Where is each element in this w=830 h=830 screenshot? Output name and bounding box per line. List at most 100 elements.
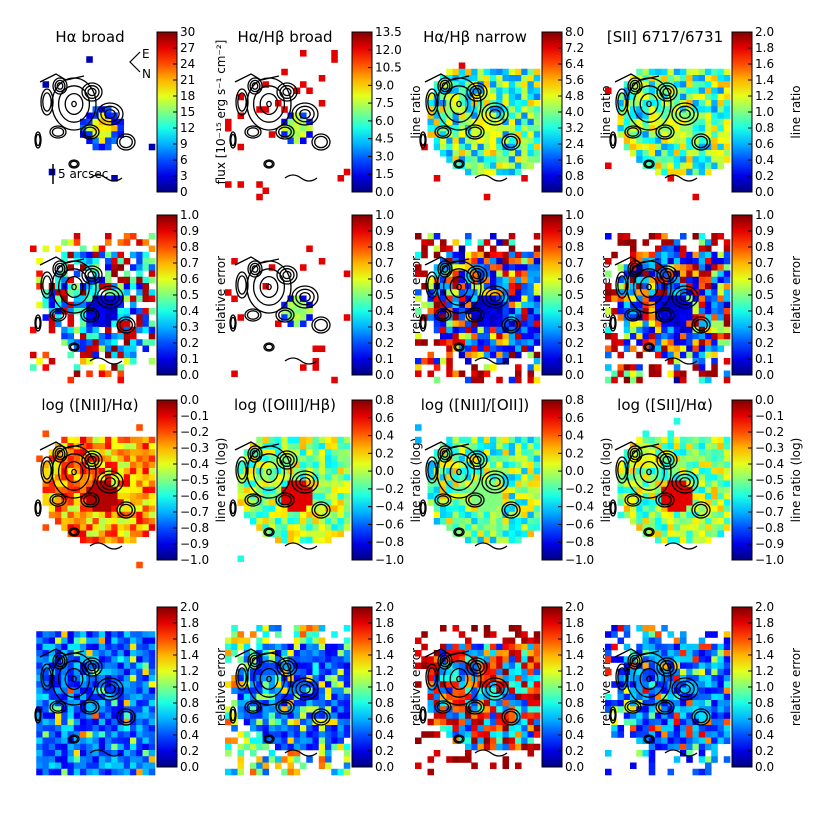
- heatmap-pixel: [611, 333, 618, 340]
- heatmap-pixel: [605, 258, 612, 265]
- heatmap-pixel: [521, 668, 528, 676]
- heatmap-pixel: [312, 643, 320, 651]
- heatmap-pixel: [692, 499, 700, 506]
- heatmap-pixel: [686, 125, 693, 132]
- heatmap-pixel: [318, 762, 326, 770]
- heatmap-pixel: [427, 486, 435, 494]
- heatmap-pixel: [36, 737, 43, 745]
- heatmap-pixel: [237, 461, 245, 469]
- heatmap-pixel: [458, 725, 466, 732]
- heatmap-pixel: [337, 656, 345, 663]
- heatmap-pixel: [318, 731, 326, 738]
- heatmap-pixel: [61, 486, 68, 494]
- heatmap-pixel: [36, 762, 43, 770]
- heatmap-pixel: [142, 455, 150, 463]
- heatmap-pixel: [623, 295, 631, 303]
- heatmap-pixel: [502, 131, 510, 138]
- heatmap-pixel: [483, 156, 491, 163]
- contour-line: [64, 92, 84, 116]
- heatmap-pixel: [281, 662, 288, 670]
- heatmap-pixel: [331, 443, 338, 450]
- heatmap-pixel: [667, 156, 675, 163]
- heatmap-pixel: [262, 756, 270, 763]
- heatmap-pixel: [250, 718, 257, 726]
- heatmap-pixel: [268, 756, 276, 763]
- heatmap-pixel: [458, 631, 466, 638]
- heatmap-pixel: [471, 706, 478, 713]
- heatmap-pixel: [692, 345, 700, 353]
- heatmap-pixel: [698, 118, 706, 126]
- heatmap-pixel: [136, 474, 143, 481]
- colorbar-tick-label: 0.8: [755, 121, 774, 135]
- heatmap-pixel: [521, 143, 528, 151]
- contour-line: [34, 499, 42, 517]
- heatmap-pixel: [337, 662, 345, 670]
- heatmap-pixel: [483, 112, 491, 120]
- heatmap-pixel: [698, 137, 706, 145]
- heatmap-pixel: [325, 480, 332, 488]
- heatmap-pixel: [465, 530, 472, 538]
- heatmap-pixel: [306, 737, 313, 745]
- heatmap-pixel: [496, 143, 503, 151]
- colorbar-tick-label: −0.3: [755, 441, 784, 455]
- heatmap-pixel: [723, 486, 731, 494]
- heatmap-pixel: [717, 530, 725, 538]
- heatmap-pixel: [527, 455, 535, 463]
- heatmap-pixel: [471, 718, 478, 726]
- colorbar-tick-label: 0.2: [180, 336, 199, 350]
- contour-line: [279, 660, 295, 674]
- heatmap-pixel: [533, 443, 541, 450]
- heatmap-pixel: [30, 351, 37, 359]
- colorbar-tick-label: 0.7: [180, 256, 199, 270]
- heatmap-pixel: [698, 106, 706, 113]
- heatmap-pixel: [458, 656, 466, 663]
- heatmap-pixel: [673, 637, 681, 645]
- heatmap-pixel: [636, 106, 643, 113]
- heatmap-pixel: [415, 762, 422, 770]
- heatmap-pixel: [723, 443, 731, 450]
- contour-line: [466, 82, 488, 102]
- heatmap-pixel: [723, 100, 731, 107]
- heatmap-pixel: [111, 301, 118, 309]
- heatmap-pixel: [698, 295, 706, 303]
- heatmap-pixel: [642, 687, 650, 695]
- panel-1-3: 0.00.10.20.30.40.50.60.70.80.91.0relativ…: [605, 208, 803, 384]
- heatmap-pixel: [48, 320, 56, 328]
- heatmap-pixel: [325, 750, 332, 757]
- heatmap-pixel: [502, 345, 510, 353]
- contour-line: [299, 476, 311, 488]
- heatmap-pixel: [533, 264, 541, 271]
- heatmap-pixel: [680, 518, 687, 525]
- heatmap-pixel: [508, 245, 516, 253]
- heatmap-pixel: [655, 233, 662, 240]
- heatmap-pixel: [256, 461, 263, 469]
- heatmap-pixel: [686, 505, 693, 513]
- heatmap-pixel: [630, 499, 637, 506]
- heatmap-pixel: [496, 351, 503, 359]
- heatmap-pixel: [105, 449, 112, 456]
- heatmap-pixel: [711, 339, 718, 346]
- heatmap-pixel: [667, 112, 675, 120]
- contour-line: [624, 308, 642, 322]
- heatmap-pixel: [705, 308, 712, 315]
- contour-line: [264, 735, 274, 743]
- heatmap-pixel: [636, 93, 643, 101]
- heatmap-pixel: [458, 461, 466, 469]
- heatmap-pixel: [692, 364, 700, 371]
- heatmap-pixel: [440, 320, 447, 328]
- heatmap-pixel: [80, 480, 87, 488]
- heatmap-pixel: [86, 731, 93, 738]
- heatmap-pixel: [148, 436, 156, 444]
- heatmap-pixel: [698, 125, 706, 132]
- heatmap-pixel: [325, 731, 332, 738]
- heatmap-pixel: [281, 756, 288, 763]
- heatmap-pixel: [698, 93, 706, 101]
- heatmap-pixel: [630, 295, 637, 303]
- contour-line: [481, 102, 509, 126]
- heatmap-pixel: [111, 725, 118, 732]
- heatmap-pixel: [111, 333, 118, 340]
- heatmap-pixel: [268, 718, 276, 726]
- heatmap-pixel: [86, 756, 93, 763]
- heatmap-pixel: [465, 143, 472, 151]
- contour-line: [643, 159, 655, 169]
